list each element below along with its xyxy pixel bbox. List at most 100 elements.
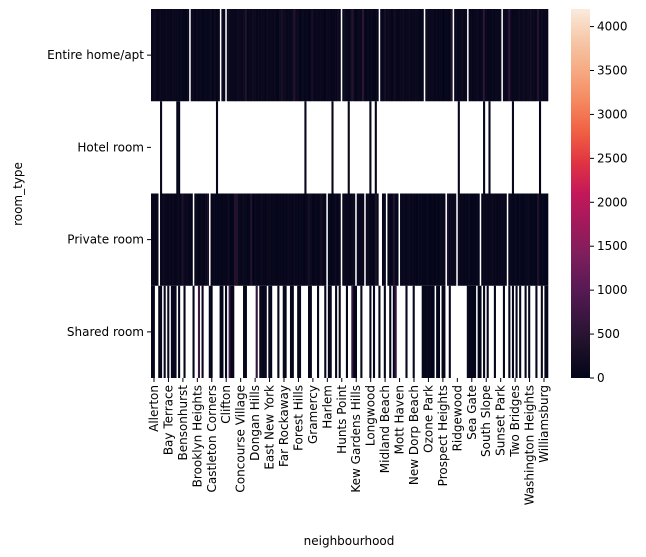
colorbar: 0 500 1000 1500 2000 2500 3000 3500 4000 [571, 9, 628, 385]
heatmap-cell [412, 9, 415, 102]
heatmap-cell [488, 9, 491, 102]
heatmap-cell [347, 101, 350, 194]
heatmap-cell [344, 9, 347, 102]
heatmap-cell [441, 285, 444, 378]
heatmap-cell [452, 193, 455, 286]
heatmap-cell [419, 9, 422, 102]
heatmap-cell [228, 9, 231, 102]
heatmap-cell [297, 285, 300, 378]
heatmap-cell [432, 193, 435, 286]
heatmap-cell [538, 9, 542, 102]
heatmap-cell [511, 101, 515, 194]
heatmap-cell [192, 9, 195, 102]
heatmap-cell [273, 193, 276, 286]
heatmap-cell [369, 193, 372, 286]
heatmap-cell [172, 193, 175, 286]
heatmap-cell [280, 193, 284, 286]
heatmap-cell [318, 9, 321, 102]
heatmap-cell [203, 9, 206, 102]
heatmap-cell [524, 193, 527, 286]
heatmap-cell [394, 9, 397, 102]
heatmap-cell [421, 9, 424, 102]
heatmap-cell [499, 9, 502, 102]
heatmap-cell [300, 9, 303, 102]
heatmap-cell [156, 9, 159, 102]
heatmap-cell [293, 9, 296, 102]
heatmap-cell [170, 285, 173, 378]
heatmap-cell [152, 285, 155, 378]
heatmap-cell [205, 193, 208, 286]
heatmap-cell [401, 9, 404, 102]
heatmap-cell [533, 193, 536, 286]
heatmap-cell [369, 285, 372, 378]
heatmap-cell [169, 193, 172, 286]
heatmap-cell [235, 193, 238, 286]
heatmap-cell [484, 193, 487, 286]
heatmap-cell [324, 9, 327, 102]
heatmap-cell [194, 193, 197, 286]
heatmap-cell [457, 9, 460, 102]
heatmap-cell [206, 9, 210, 102]
heatmap-cell [329, 9, 332, 102]
heatmap-cell [474, 9, 477, 102]
heatmap-cell [405, 9, 408, 102]
heatmap-cell [365, 193, 368, 286]
heatmap-cell [383, 285, 386, 378]
colorbar-tick-label: 2000 [597, 195, 628, 209]
x-tick-label: Washington Heights [523, 385, 537, 505]
heatmap-cell [338, 9, 341, 102]
heatmap-cell [345, 193, 348, 286]
heatmap-cell [528, 9, 531, 102]
heatmap-cell [165, 9, 168, 102]
heatmap-cell [201, 285, 204, 378]
heatmap-cell [540, 193, 543, 286]
heatmap-cell [423, 193, 426, 286]
heatmap-cell [372, 285, 376, 378]
heatmap-cell [320, 9, 323, 102]
heatmap-cell [389, 193, 392, 286]
heatmap-cell [497, 193, 500, 286]
heatmap-cell [427, 193, 430, 286]
heatmap-cell [529, 9, 533, 102]
heatmap-cell [284, 9, 287, 102]
x-tick-label: Far Rockaway [277, 385, 291, 467]
heatmap-cell [483, 101, 486, 194]
heatmap-cell [172, 285, 175, 378]
heatmap-cell [253, 9, 256, 102]
heatmap-cell [457, 193, 460, 286]
heatmap-cell [262, 193, 265, 286]
heatmap-cell [300, 193, 303, 286]
heatmap-cell [302, 9, 305, 102]
heatmap-cell [234, 9, 237, 102]
heatmap-cell [174, 285, 177, 378]
heatmap-cell [161, 9, 164, 102]
heatmap-cell [544, 9, 547, 102]
heatmap-cell [298, 193, 302, 286]
heatmap-cell [277, 9, 280, 102]
heatmap-cell [289, 285, 293, 378]
heatmap-cell [167, 9, 170, 102]
heatmap-cell [261, 193, 264, 286]
heatmap-cell [380, 9, 383, 102]
heatmap-cell [282, 285, 285, 378]
colorbar-tick-label: 500 [597, 327, 620, 341]
heatmap-cell [215, 101, 219, 194]
heatmap-cell [434, 193, 437, 286]
heatmap-cell [423, 285, 426, 378]
heatmap-cell [450, 9, 453, 102]
heatmap-cell [454, 9, 457, 102]
heatmap-cell [448, 9, 451, 102]
heatmap-cell [174, 193, 177, 286]
y-tick-label: Shared room [67, 325, 144, 339]
heatmap-cell [511, 285, 515, 378]
heatmap-cell [356, 193, 359, 286]
heatmap-cell [367, 9, 370, 102]
x-tick-label: Brooklyn Heights [190, 385, 204, 487]
heatmap-cell [192, 285, 195, 378]
y-tick-labels: Entire home/apt Hotel room Private room Sha… [47, 48, 151, 339]
heatmap-cell [502, 193, 505, 286]
heatmap-cell [250, 9, 253, 102]
heatmap-cell [170, 193, 173, 286]
heatmap-cell [280, 9, 284, 102]
